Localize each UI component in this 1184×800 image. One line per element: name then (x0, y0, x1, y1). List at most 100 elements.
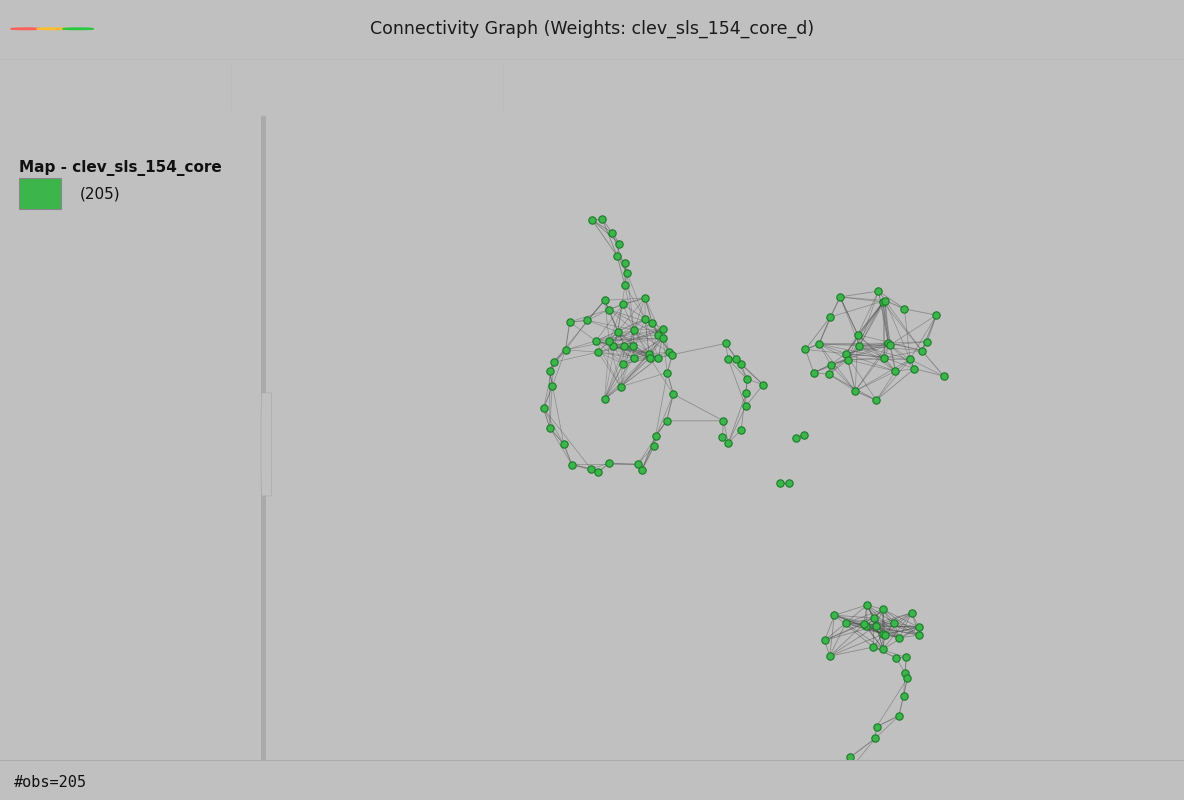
Point (909, 621, 928, 634)
Point (600, 457, 619, 470)
Point (867, 619, 886, 632)
Point (786, 431, 805, 444)
Point (664, 388, 683, 401)
Point (754, 378, 773, 391)
Text: Map - clev_sls_154_core: Map - clev_sls_154_core (19, 159, 221, 175)
Point (727, 352, 746, 365)
Point (736, 400, 755, 413)
Point (610, 238, 629, 250)
Point (857, 620, 876, 633)
Point (562, 458, 581, 471)
Point (821, 650, 839, 662)
FancyBboxPatch shape (260, 393, 272, 496)
Point (866, 732, 884, 745)
Point (588, 466, 607, 478)
Point (890, 631, 909, 644)
Circle shape (37, 28, 67, 30)
Point (540, 422, 559, 434)
Point (804, 366, 823, 379)
Point (614, 339, 633, 352)
Point (716, 337, 735, 350)
Point (887, 651, 906, 664)
Bar (19, 178, 62, 210)
Point (895, 666, 914, 679)
Text: (205): (205) (81, 186, 121, 202)
Point (909, 629, 928, 642)
Point (864, 641, 883, 654)
Point (714, 414, 733, 427)
Point (636, 292, 655, 305)
Point (864, 612, 883, 625)
Point (850, 339, 869, 352)
Point (604, 340, 623, 353)
Point (543, 380, 562, 393)
Point (646, 430, 665, 442)
Point (657, 414, 676, 427)
Point (855, 618, 874, 630)
Point (912, 344, 931, 357)
Point (927, 309, 946, 322)
Point (600, 335, 619, 348)
Point (603, 226, 622, 239)
Point (624, 340, 643, 353)
Point (886, 365, 905, 378)
Point (867, 394, 886, 406)
Point (596, 294, 614, 306)
Point (658, 366, 677, 379)
Point (654, 331, 673, 344)
Point (876, 628, 895, 641)
Point (578, 314, 597, 327)
Point (934, 370, 953, 382)
Point (889, 710, 908, 722)
Point (838, 354, 857, 366)
Point (534, 402, 553, 415)
Point (845, 385, 864, 398)
Text: #obs=205: #obs=205 (14, 775, 88, 790)
Point (874, 603, 893, 616)
Point (869, 285, 888, 298)
Point (616, 257, 635, 270)
Bar (260, 116, 266, 760)
Point (902, 606, 921, 619)
Point (593, 213, 612, 226)
Point (848, 328, 867, 341)
Point (611, 380, 630, 393)
Point (545, 356, 564, 369)
Point (643, 317, 662, 330)
Circle shape (11, 28, 41, 30)
Point (810, 338, 829, 350)
Point (905, 362, 924, 375)
Text: Connectivity Graph (Weights: clev_sls_154_core_d): Connectivity Graph (Weights: clev_sls_15… (369, 20, 815, 38)
Point (599, 303, 618, 316)
Point (822, 358, 841, 371)
Point (839, 777, 858, 790)
Point (581, 462, 600, 475)
Point (645, 439, 664, 452)
Point (613, 298, 632, 310)
Point (649, 328, 668, 341)
Point (719, 353, 738, 366)
Point (819, 368, 838, 381)
Point (834, 770, 852, 783)
Point (659, 346, 678, 358)
Point (841, 751, 860, 764)
Point (713, 430, 732, 443)
Point (639, 347, 658, 360)
Point (875, 351, 894, 364)
Point (830, 290, 849, 303)
Point (588, 346, 607, 358)
Point (918, 335, 937, 348)
Point (632, 464, 651, 477)
Point (738, 373, 757, 386)
Point (867, 720, 886, 733)
Point (780, 477, 799, 490)
Point (825, 609, 844, 622)
Point (836, 347, 855, 360)
Point (895, 302, 914, 315)
Point (732, 358, 751, 371)
Point (894, 690, 913, 702)
Point (540, 364, 559, 377)
Circle shape (63, 28, 94, 30)
Point (836, 617, 855, 630)
Point (586, 334, 605, 347)
